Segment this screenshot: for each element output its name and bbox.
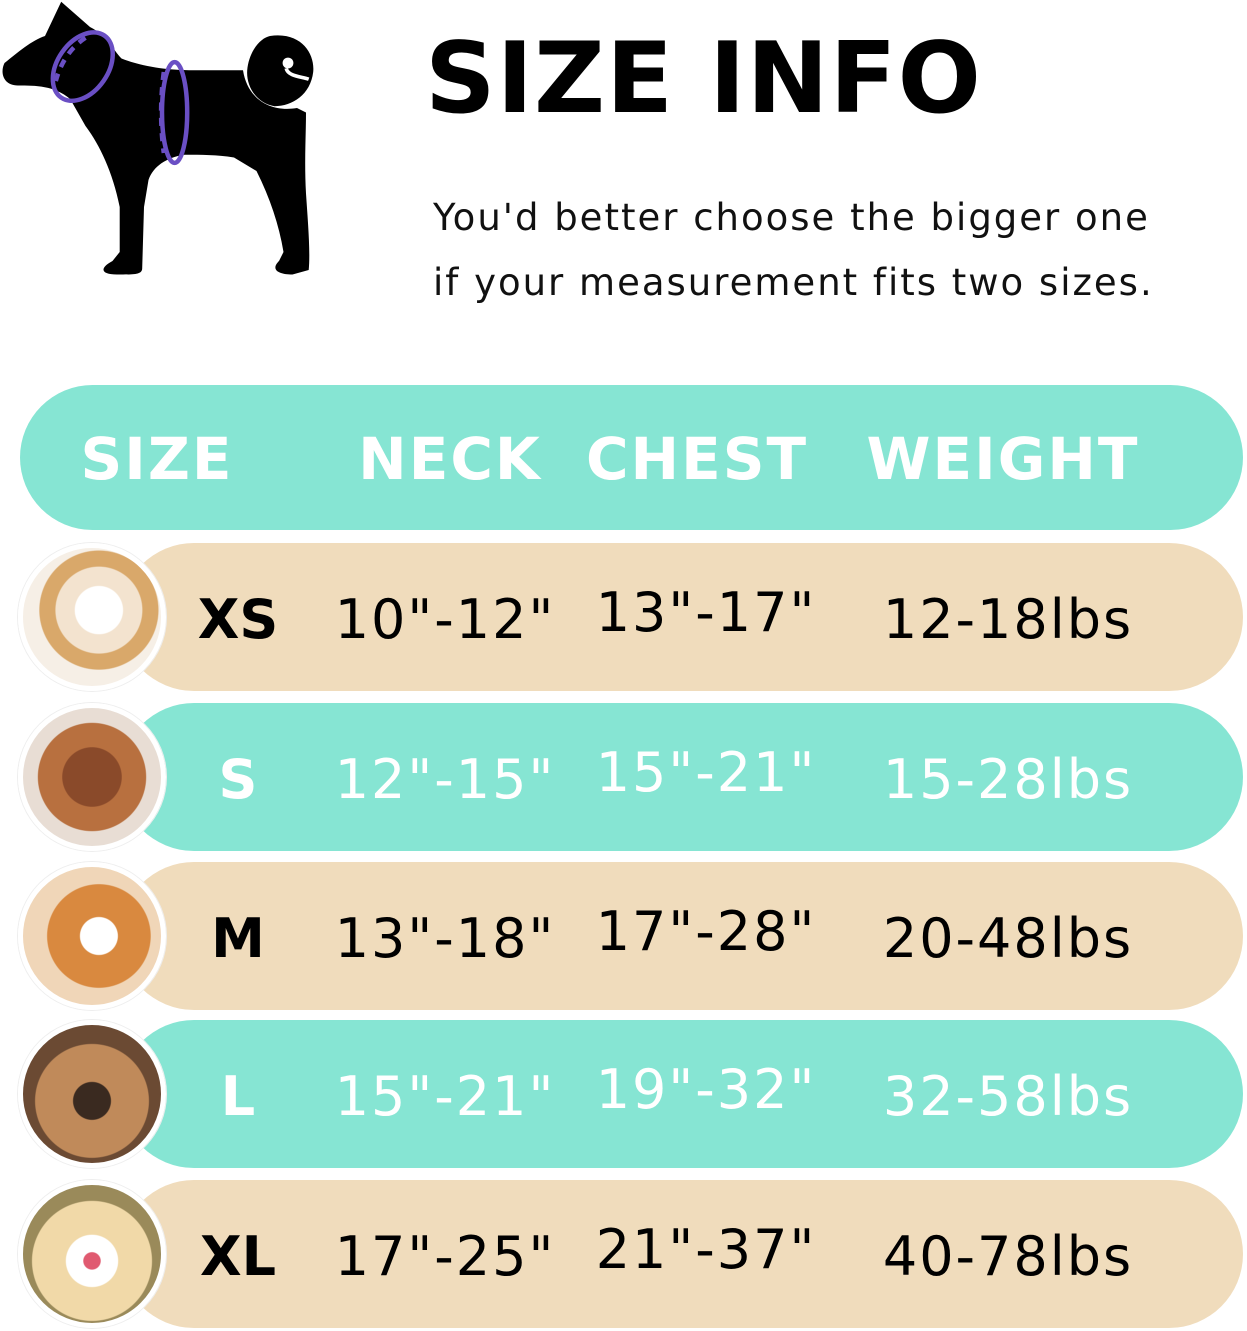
- neck-cell: 17"-25": [334, 1225, 556, 1288]
- page-title: SIZE INFO: [425, 22, 982, 136]
- size-row: L 15"-21" 19"-32" 32-58lbs: [0, 1020, 1247, 1168]
- shiba-photo: [18, 862, 166, 1010]
- size-row: XS 10"-12" 13"-17" 12-18lbs: [0, 543, 1247, 691]
- labrador-photo: [18, 1180, 166, 1328]
- row-band: [120, 543, 1243, 691]
- row-band: [120, 1020, 1243, 1168]
- header-weight: WEIGHT: [866, 425, 1140, 493]
- row-band: [120, 703, 1243, 851]
- size-cell: L: [220, 1065, 256, 1128]
- chest-cell: 13"-17": [595, 581, 817, 644]
- weight-cell: 12-18lbs: [882, 588, 1134, 651]
- chest-cell: 17"-28": [595, 900, 817, 963]
- size-cell: XL: [199, 1225, 277, 1288]
- neck-cell: 12"-15": [334, 748, 556, 811]
- row-band: [120, 862, 1243, 1010]
- weight-cell: 32-58lbs: [882, 1065, 1134, 1128]
- chest-cell: 19"-32": [595, 1058, 817, 1121]
- size-cell: XS: [197, 588, 279, 651]
- weight-cell: 20-48lbs: [882, 907, 1134, 970]
- size-advice: You'd better choose the bigger one if yo…: [433, 185, 1233, 315]
- row-band: [120, 1180, 1243, 1328]
- neck-cell: 13"-18": [334, 907, 556, 970]
- header-chest: CHEST: [585, 425, 809, 493]
- size-row: M 13"-18" 17"-28" 20-48lbs: [0, 862, 1247, 1010]
- size-advice-line-1: You'd better choose the bigger one: [433, 196, 1150, 239]
- weight-cell: 40-78lbs: [882, 1225, 1134, 1288]
- header-size: SIZE: [80, 425, 234, 493]
- neck-cell: 15"-21": [334, 1065, 556, 1128]
- dog-measurement-icon: [2, 1, 314, 275]
- chest-cell: 21"-37": [595, 1218, 817, 1281]
- size-cell: M: [211, 907, 265, 970]
- header-neck: NECK: [358, 425, 542, 493]
- size-row: XL 17"-25" 21"-37" 40-78lbs: [0, 1180, 1247, 1328]
- pomeranian-photo: [18, 543, 166, 691]
- chest-cell: 15"-21": [595, 741, 817, 804]
- weight-cell: 15-28lbs: [882, 748, 1134, 811]
- size-cell: S: [218, 748, 258, 811]
- neck-cell: 10"-12": [334, 588, 556, 651]
- poodle-photo: [18, 703, 166, 851]
- size-table-header: SIZE NECK CHEST WEIGHT: [20, 385, 1243, 530]
- french-bulldog-photo: [18, 1020, 166, 1168]
- size-advice-line-2: if your measurement fits two sizes.: [433, 261, 1154, 304]
- size-row: S 12"-15" 15"-21" 15-28lbs: [0, 703, 1247, 851]
